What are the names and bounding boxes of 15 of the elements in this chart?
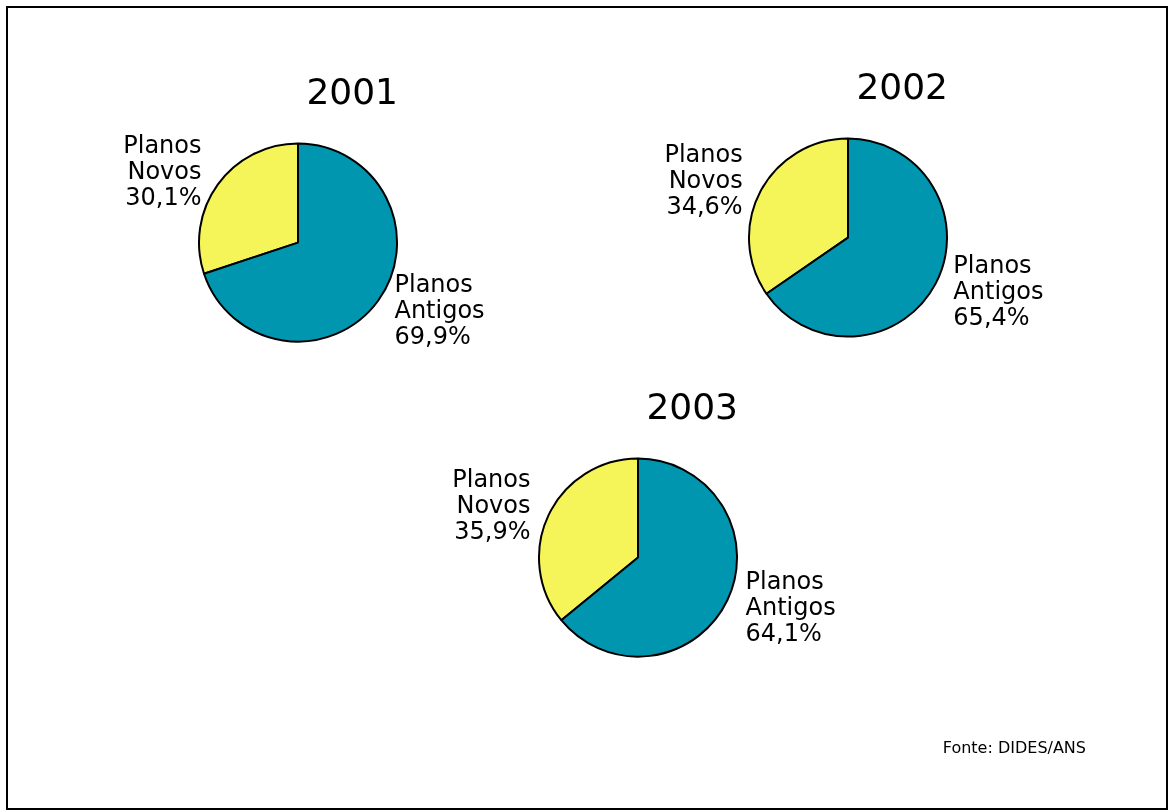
- slice-label: Planos Antigos: [953, 251, 1044, 306]
- data-label: 30,1%: [125, 183, 202, 212]
- source-note: Fonte: DIDES/ANS: [942, 738, 1086, 757]
- data-label: 69,9%: [394, 322, 471, 351]
- data-label: 35,9%: [454, 516, 531, 545]
- slice-label: Planos Novos: [452, 464, 531, 519]
- data-label: 34,6%: [666, 192, 743, 221]
- slice-label: Planos Antigos: [745, 566, 836, 621]
- chart-title: 2002: [856, 65, 948, 107]
- slice-label: Planos Novos: [123, 131, 202, 186]
- slice-label: Planos Antigos: [394, 270, 485, 325]
- chart-title: 2003: [646, 385, 738, 427]
- data-label: 65,4%: [953, 303, 1030, 332]
- slice-label: Planos Novos: [664, 140, 743, 195]
- chart-title: 2001: [306, 70, 398, 112]
